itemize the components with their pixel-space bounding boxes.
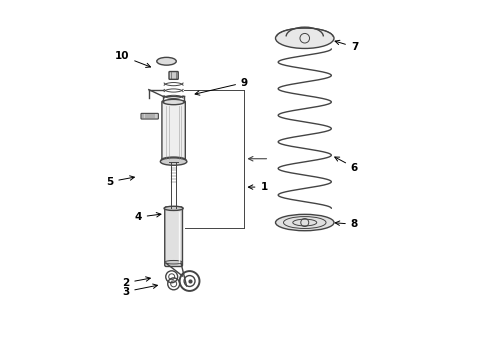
Ellipse shape [164, 260, 182, 264]
Text: 1: 1 [248, 182, 267, 192]
Text: 4: 4 [134, 212, 161, 222]
FancyBboxPatch shape [162, 101, 185, 163]
FancyBboxPatch shape [164, 207, 182, 266]
Ellipse shape [292, 219, 316, 226]
Ellipse shape [160, 158, 186, 165]
Text: 8: 8 [334, 219, 357, 229]
FancyBboxPatch shape [141, 113, 158, 119]
Ellipse shape [275, 214, 333, 231]
Ellipse shape [161, 157, 185, 163]
Text: 5: 5 [106, 176, 134, 187]
Text: 6: 6 [334, 157, 357, 172]
Text: 3: 3 [122, 284, 157, 297]
Text: 10: 10 [115, 51, 150, 67]
Text: 2: 2 [122, 277, 150, 288]
Text: 9: 9 [195, 77, 247, 95]
Ellipse shape [163, 206, 183, 211]
Ellipse shape [163, 99, 184, 105]
FancyBboxPatch shape [169, 72, 178, 79]
Ellipse shape [275, 28, 333, 49]
Ellipse shape [283, 217, 325, 229]
Ellipse shape [157, 57, 176, 65]
Text: 7: 7 [334, 40, 358, 52]
